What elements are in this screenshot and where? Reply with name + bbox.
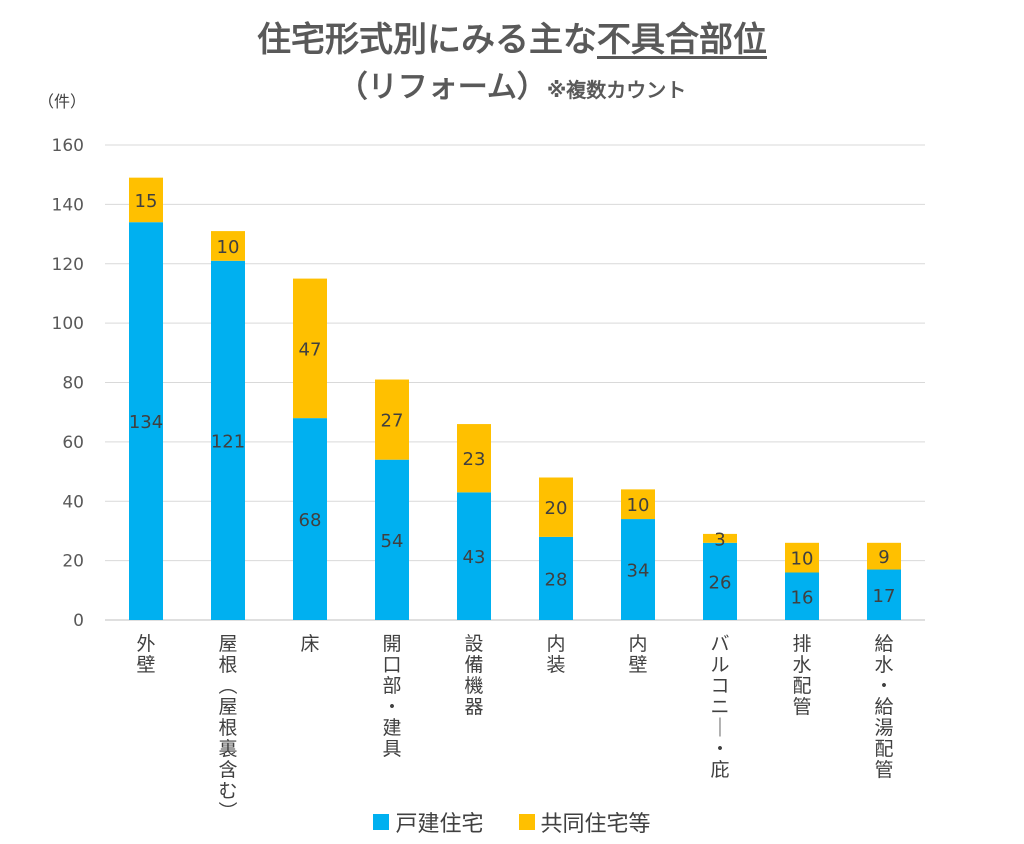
data-label-detached: 16: [791, 587, 814, 608]
x-tick-label: 外壁: [136, 633, 155, 676]
y-tick-label: 140: [52, 195, 84, 215]
y-tick-label: 80: [62, 374, 84, 394]
bar-detached: [457, 492, 491, 620]
data-label-detached: 68: [299, 510, 322, 531]
x-tick-label: バルコニ｜・庇: [710, 633, 729, 781]
chart-title-main: 住宅形式別にみる主な: [257, 20, 597, 60]
bar-detached: [539, 536, 573, 620]
data-label-apartment: 3: [714, 529, 725, 550]
data-label-apartment: 15: [135, 191, 158, 212]
legend-item-apartment: 共同住宅等: [518, 806, 651, 838]
bar-apartment: [621, 489, 655, 520]
chart-title-underlined: 不具合部位: [597, 20, 767, 60]
bar-apartment: [129, 177, 163, 223]
chart-title: 住宅形式別にみる主な不具合部位: [0, 18, 1024, 62]
chart-subtitle-note: ※複数カウント: [546, 78, 687, 102]
x-tick-label: 内壁: [628, 633, 647, 676]
bar-apartment: [703, 533, 737, 543]
bar-apartment: [375, 379, 409, 460]
bar-detached: [703, 542, 737, 620]
data-label-detached: 17: [873, 586, 896, 607]
chart-subtitle-main: （リフォーム）: [337, 70, 547, 105]
x-tick-label: 給水・給湯配管: [874, 633, 893, 781]
data-label-detached: 54: [381, 531, 404, 552]
y-tick-label: 20: [62, 552, 84, 572]
data-label-detached: 134: [129, 412, 163, 433]
x-tick-label: 排水配管: [792, 633, 811, 718]
chart-subtitle: （リフォーム）※複数カウント: [0, 68, 1024, 110]
bar-apartment: [539, 477, 573, 537]
y-tick-label: 120: [52, 255, 84, 275]
data-label-detached: 26: [709, 572, 732, 593]
data-label-detached: 43: [463, 547, 486, 568]
y-tick-label: 100: [52, 314, 84, 334]
bar-detached: [375, 459, 409, 620]
bar-apartment: [867, 542, 901, 570]
bar-apartment: [457, 424, 491, 493]
legend: 戸建住宅 共同住宅等: [0, 806, 1024, 838]
x-tick-label: 内装: [546, 633, 565, 676]
legend-item-detached: 戸建住宅: [373, 806, 484, 838]
data-label-apartment: 20: [545, 498, 568, 519]
data-label-apartment: 23: [463, 449, 486, 470]
data-label-detached: 28: [545, 569, 568, 590]
y-axis-unit-label: （件）: [38, 92, 87, 111]
y-tick-label: 0: [73, 611, 84, 631]
bar-apartment: [211, 231, 245, 261]
y-tick-label: 40: [62, 492, 84, 512]
bar-detached: [129, 222, 163, 620]
data-label-apartment: 10: [217, 237, 240, 258]
bar-apartment: [293, 278, 327, 419]
bar-apartment: [785, 542, 819, 573]
legend-swatch-detached: [373, 814, 390, 830]
x-tick-label: 屋根︵屋根裏含む︶: [218, 633, 237, 823]
data-label-apartment: 9: [878, 547, 889, 568]
x-tick-label: 開口部・建具: [382, 633, 401, 760]
legend-label-apartment: 共同住宅等: [540, 812, 651, 837]
x-tick-label: 床: [300, 633, 319, 655]
bar-detached: [621, 519, 655, 620]
legend-swatch-apartment: [518, 814, 535, 830]
data-label-detached: 121: [211, 431, 245, 452]
data-label-apartment: 10: [627, 495, 650, 516]
data-label-apartment: 27: [381, 411, 404, 432]
y-tick-label: 160: [52, 136, 84, 156]
bar-detached: [867, 569, 901, 620]
bar-detached: [211, 260, 245, 620]
legend-label-detached: 戸建住宅: [395, 812, 484, 837]
y-tick-label: 60: [62, 433, 84, 453]
data-label-detached: 34: [627, 561, 650, 582]
x-tick-label: 設備機器: [464, 633, 483, 718]
data-label-apartment: 10: [791, 549, 814, 570]
bar-detached: [785, 572, 819, 620]
bar-detached: [293, 418, 327, 620]
data-label-apartment: 47: [299, 339, 322, 360]
